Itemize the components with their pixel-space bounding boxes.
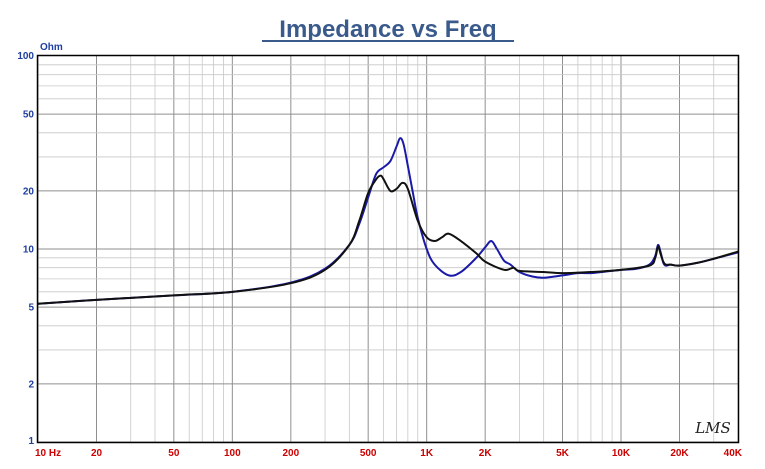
x-tick-label: 2K bbox=[479, 448, 493, 459]
y-axis-unit-label: Ohm bbox=[40, 42, 63, 53]
impedance-series-1-line bbox=[37, 137, 739, 305]
x-tick-label: 20K bbox=[670, 448, 689, 459]
lms-watermark: LMS bbox=[694, 419, 731, 437]
series-layer bbox=[37, 137, 739, 305]
x-tick-label: 100 bbox=[224, 448, 241, 459]
y-tick-labels: 100 50 20 10 5 2 1 bbox=[17, 51, 34, 447]
x-tick-label: 20 bbox=[91, 448, 103, 459]
x-tick-label: 40K bbox=[724, 448, 743, 459]
y-tick-label: 1 bbox=[28, 436, 34, 447]
y-tick-label: 50 bbox=[23, 110, 35, 121]
plot-frame bbox=[36, 54, 740, 444]
x-tick-label: 1K bbox=[420, 448, 434, 459]
chart-title: Impedance vs Freq bbox=[279, 16, 496, 43]
y-tick-label: 20 bbox=[23, 186, 35, 197]
x-tick-label: 500 bbox=[360, 448, 377, 459]
grid-lines bbox=[37, 56, 739, 443]
x-tick-label: 10 Hz bbox=[35, 448, 61, 459]
y-tick-label: 2 bbox=[28, 379, 34, 390]
x-tick-label: 5K bbox=[556, 448, 570, 459]
y-tick-label: 100 bbox=[17, 51, 34, 62]
y-tick-label: 10 bbox=[23, 245, 35, 256]
y-tick-label: 5 bbox=[28, 303, 34, 314]
impedance-series-2-line bbox=[37, 174, 739, 305]
x-tick-labels: 10 Hz 20 50 100 200 500 1K 2K 5K 10K 20K 40K bbox=[35, 448, 743, 459]
x-tick-label: 50 bbox=[168, 448, 180, 459]
x-tick-label: 10K bbox=[612, 448, 631, 459]
x-tick-label: 200 bbox=[282, 448, 299, 459]
